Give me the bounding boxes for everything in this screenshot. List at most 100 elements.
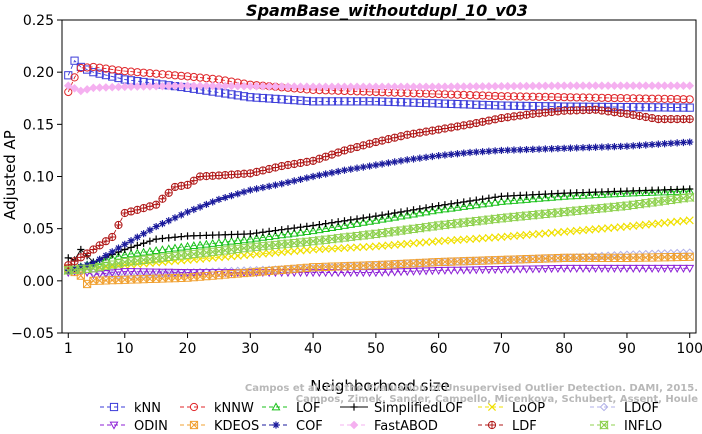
data-point-fastabod bbox=[352, 82, 362, 92]
data-point-cof bbox=[497, 146, 506, 155]
data-point-odin bbox=[553, 265, 563, 274]
data-point-simplifiedlof bbox=[340, 217, 349, 225]
data-point-lof bbox=[383, 213, 393, 222]
data-point-loop bbox=[597, 224, 606, 233]
data-point-cof bbox=[246, 186, 254, 194]
data-point-cof bbox=[472, 148, 480, 156]
data-point-simplifiedlof bbox=[271, 226, 280, 235]
data-point-lof bbox=[283, 229, 293, 238]
data-point-fastabod bbox=[635, 81, 644, 91]
data-point-knn bbox=[679, 103, 688, 112]
data-point-lof bbox=[434, 205, 444, 214]
data-point-lof bbox=[547, 192, 557, 201]
legend: kNN kNNW LOF SimplifiedLOF LoOP LDOF ODIN KDEOS… bbox=[100, 401, 662, 434]
data-point-fastabod bbox=[158, 81, 167, 91]
data-point-knn bbox=[384, 97, 393, 106]
data-point-fastabod bbox=[572, 81, 582, 91]
data-point-lof bbox=[409, 209, 418, 218]
data-point-loop bbox=[309, 245, 318, 254]
data-point-loop bbox=[610, 223, 619, 232]
data-point-fastabod bbox=[89, 83, 98, 93]
data-point-fastabod bbox=[220, 81, 230, 91]
data-point-knn bbox=[352, 97, 362, 106]
data-point-knn bbox=[252, 93, 261, 102]
data-point-loop bbox=[666, 218, 675, 227]
data-point-loop bbox=[321, 244, 330, 253]
data-point-lof bbox=[220, 237, 230, 246]
data-point-odin bbox=[383, 268, 393, 277]
data-point-simplifiedlof bbox=[466, 197, 474, 205]
data-point-loop bbox=[415, 238, 424, 247]
data-point-knn bbox=[321, 97, 330, 106]
data-point-fastabod bbox=[315, 82, 324, 92]
data-point-knnw bbox=[491, 91, 500, 101]
data-point-cof bbox=[70, 264, 79, 273]
data-point-cof bbox=[516, 146, 524, 154]
series-kdeos bbox=[64, 252, 694, 289]
data-point-lof bbox=[427, 206, 437, 215]
data-point-fastabod bbox=[402, 82, 412, 92]
data-point-fastabod bbox=[164, 81, 174, 91]
data-point-loop bbox=[371, 242, 380, 251]
data-point-simplifiedlof bbox=[309, 221, 317, 230]
data-point-cof bbox=[215, 195, 223, 204]
data-point-ldf bbox=[120, 208, 129, 218]
data-point-loop bbox=[396, 240, 405, 249]
data-point-ldf bbox=[421, 127, 431, 136]
data-point-knnw bbox=[108, 65, 117, 74]
data-point-fastabod bbox=[239, 81, 249, 91]
data-point-cof bbox=[441, 151, 449, 159]
data-point-loop bbox=[290, 247, 299, 256]
data-point-simplifiedlof bbox=[529, 191, 537, 199]
data-point-cof bbox=[271, 181, 280, 189]
data-point-loop bbox=[541, 229, 550, 238]
data-point-fastabod bbox=[202, 81, 211, 91]
data-point-odin bbox=[641, 264, 651, 273]
data-point-ldf bbox=[164, 188, 173, 197]
data-point-odin bbox=[101, 269, 111, 278]
data-point-knn bbox=[271, 94, 280, 103]
data-point-knn bbox=[516, 101, 525, 110]
data-point-odin bbox=[522, 265, 531, 274]
data-point-simplifiedlof bbox=[196, 231, 204, 240]
data-point-ldf bbox=[70, 257, 79, 266]
data-point-loop bbox=[522, 230, 531, 239]
data-point-knn bbox=[528, 101, 537, 111]
data-point-simplifiedlof bbox=[158, 234, 167, 243]
data-point-odin bbox=[427, 267, 437, 276]
data-point-fastabod bbox=[509, 81, 519, 91]
data-point-lof bbox=[566, 191, 575, 200]
data-point-cof bbox=[133, 233, 141, 241]
data-point-knn bbox=[509, 101, 519, 110]
data-point-simplifiedlof bbox=[428, 203, 436, 211]
data-point-cof bbox=[127, 237, 135, 245]
data-point-loop bbox=[654, 219, 663, 228]
data-point-odin bbox=[591, 264, 601, 273]
data-point-loop bbox=[390, 240, 399, 249]
data-point-knn bbox=[484, 101, 493, 110]
data-point-cof bbox=[610, 143, 618, 151]
data-point-odin bbox=[321, 269, 331, 278]
legend-item-inflo: INFLO bbox=[590, 419, 662, 434]
data-point-lof bbox=[270, 231, 280, 240]
data-point-simplifiedlof bbox=[372, 212, 380, 220]
data-point-simplifiedlof bbox=[510, 192, 518, 200]
data-point-knn bbox=[239, 92, 249, 101]
data-point-lof bbox=[465, 201, 475, 210]
data-point-fastabod bbox=[654, 81, 663, 91]
data-point-fastabod bbox=[264, 82, 274, 91]
data-point-ldf bbox=[89, 245, 98, 254]
data-point-odin bbox=[616, 264, 626, 273]
data-point-cof bbox=[617, 142, 625, 151]
data-point-cof bbox=[108, 248, 116, 256]
data-point-simplifiedlof bbox=[127, 243, 135, 252]
data-point-loop bbox=[453, 235, 462, 244]
data-point-ldof bbox=[114, 270, 123, 280]
data-point-lof bbox=[151, 245, 161, 254]
data-point-loop bbox=[472, 234, 481, 243]
data-point-odin bbox=[114, 268, 123, 277]
data-point-fastabod bbox=[534, 81, 544, 91]
data-point-cof bbox=[585, 143, 593, 152]
data-point-cof bbox=[102, 251, 110, 260]
